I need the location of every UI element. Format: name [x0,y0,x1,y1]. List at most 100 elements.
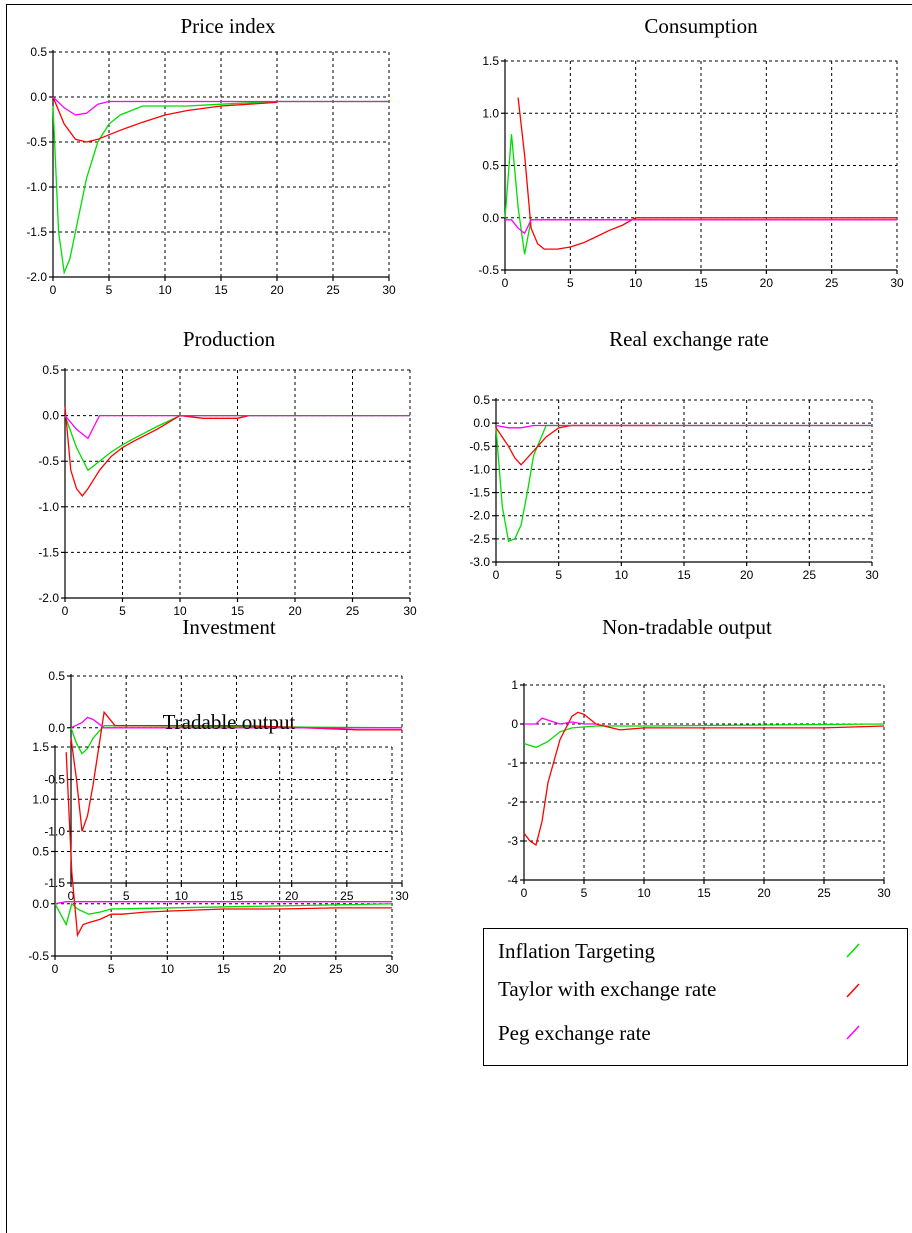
legend-box: Inflation Targeting Taylor with exchange… [483,928,908,1066]
y-tick-label: -1.0 [38,500,59,514]
x-tick-label: 5 [555,568,562,582]
series-line-2 [64,414,410,440]
x-tick-label: 5 [108,962,115,976]
x-tick-label: 30 [395,889,409,903]
y-tick-label: -4 [507,873,518,887]
series-line-1 [495,424,659,466]
y-tick-label: -0.5 [478,263,499,277]
x-tick-label: 30 [382,283,396,297]
y-tick-label: 1.0 [482,106,499,120]
series-line-2 [70,716,402,729]
legend-label-inflation-targeting: Inflation Targeting [498,939,655,963]
y-tick-label: -0.5 [26,135,47,149]
x-tick-label: 25 [326,283,340,297]
x-tick-label: 20 [760,276,774,290]
chart-title: Real exchange rate [609,327,769,351]
x-tick-label: 5 [106,283,113,297]
chart-title: Price index [180,14,276,38]
chart-title: Tradable output [163,710,296,734]
x-tick-label: 25 [803,568,817,582]
y-tick-label: -2.0 [38,591,59,605]
y-tick-label: -2.5 [469,532,490,546]
y-tick-label: -0.5 [28,949,49,963]
y-tick-label: -1.5 [26,225,47,239]
figure-frame [6,4,912,1233]
x-tick-label: 30 [385,962,399,976]
y-tick-label: -3.0 [469,555,490,569]
series-line-1 [65,752,392,938]
y-tick-label: 0.5 [30,45,47,59]
x-tick-label: 15 [677,568,691,582]
series-line-1 [52,96,278,143]
x-tick-label: 15 [217,962,231,976]
y-tick-label: -2.0 [469,509,490,523]
y-tick-label: 0.0 [473,416,490,430]
chart-consumption: Consumption 1.5 1.0 0.5 0.0 -0.50 5 10 15 20 25 30 [478,14,904,290]
x-tick-label: 30 [890,276,904,290]
x-tick-label: 5 [567,276,574,290]
x-tick-label: 10 [637,886,651,900]
legend-swatch-inflation-targeting [846,943,860,958]
series-line-2 [505,219,897,235]
x-tick-label: 0 [62,604,69,618]
x-tick-label: 10 [161,962,175,976]
legend-swatch-peg [846,1025,860,1040]
x-tick-label: 5 [581,886,588,900]
series-line-2 [524,717,596,725]
y-tick-label: 1.0 [32,792,49,806]
x-tick-label: 25 [340,889,354,903]
y-tick-label: -2.0 [26,270,47,284]
x-tick-label: 20 [270,283,284,297]
x-tick-label: 0 [68,889,75,903]
x-tick-label: 25 [329,962,343,976]
x-tick-label: 5 [119,604,126,618]
x-tick-label: 20 [740,568,754,582]
series-line-0 [495,424,872,543]
series-line-0 [54,902,393,927]
x-tick-label: 20 [285,889,299,903]
x-tick-label: 0 [493,568,500,582]
x-tick-label: 10 [629,276,643,290]
y-tick-label: 0.0 [482,211,499,225]
x-tick-label: 30 [877,886,891,900]
chart-production: Production 0.5 0.0 -0.5 -1.0 -1.5 -2.00 5 10 15 20… [38,327,417,618]
y-tick-label: 0.5 [473,393,490,407]
legend-line-peg [846,1025,860,1040]
x-tick-label: 10 [173,604,187,618]
x-tick-label: 20 [273,962,287,976]
y-tick-label: 0.5 [42,363,59,377]
series-line-2 [54,901,392,905]
legend-label-peg: Peg exchange rate [498,1021,651,1045]
x-tick-label: 0 [52,962,59,976]
chart-title: Investment [182,615,275,639]
y-tick-label: 0.0 [30,90,47,104]
x-tick-label: 15 [230,889,244,903]
x-tick-label: 10 [158,283,172,297]
y-tick-label: 1 [511,678,518,692]
chart-title: Non-tradable output [602,615,772,639]
y-tick-label: -3 [507,834,518,848]
x-tick-label: 15 [214,283,228,297]
series-line-0 [523,723,885,749]
chart-title: Consumption [644,14,758,38]
y-tick-label: 0.0 [42,409,59,423]
x-tick-label: 30 [865,568,879,582]
series-line-0 [64,414,410,472]
x-tick-label: 10 [175,889,189,903]
y-tick-label: -1.5 [38,545,59,559]
legend-line-inflation-targeting [846,943,860,958]
x-tick-label: 0 [521,886,528,900]
x-tick-label: 15 [697,886,711,900]
x-tick-label: 20 [757,886,771,900]
legend-label-taylor: Taylor with exchange rate [498,977,717,1001]
y-tick-label: 0.0 [48,721,65,735]
x-tick-label: 0 [502,276,509,290]
chart-title: Production [183,327,276,351]
series-line-1 [70,710,402,832]
x-tick-label: 25 [346,604,360,618]
chart-price-index: Price index 0.5 0.0 -0.5 -1.0 -1.5 -2.00 5 10 15 2… [26,14,396,297]
